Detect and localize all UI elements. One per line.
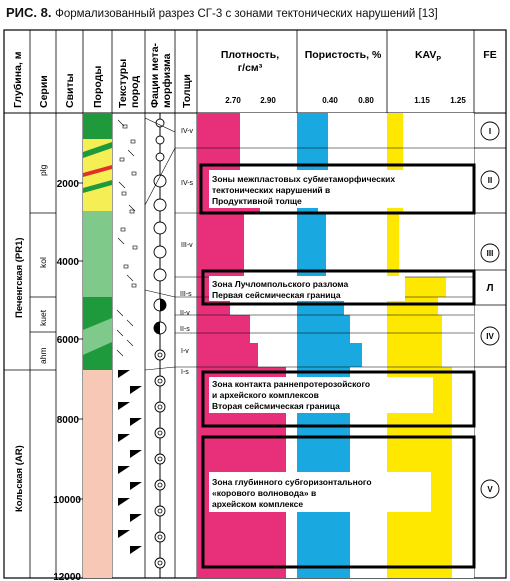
fe-label-III: III <box>487 249 494 258</box>
fe-circle-III <box>480 243 500 263</box>
zone-4-line-1: Зона глубинного субгоризонтального <box>212 477 372 487</box>
density-scale-2: 2.90 <box>260 96 276 105</box>
zone-2-line-1: Зона Лучломпольского разлома <box>212 279 348 289</box>
suite-kuet: kuet <box>38 309 48 326</box>
header-series: Серии <box>38 75 50 108</box>
stratum-IV-s: IV-s <box>181 180 194 187</box>
suite-kol: kol <box>38 257 48 268</box>
stratum-I-v: I-v <box>181 348 189 355</box>
header-facies-1: Фации мета- <box>149 42 161 108</box>
zone-3-line-1: Зона контакта раннепротерозойского <box>212 379 370 389</box>
header-kav: KAVP <box>415 49 441 63</box>
fe-circle-II <box>480 170 500 190</box>
header-strata: Толщи <box>181 74 193 108</box>
stratum-II-s: II-s <box>180 326 190 333</box>
figure-number: РИС. 8. <box>6 5 52 20</box>
rock-column <box>83 113 112 578</box>
porosity-scale-1: 0.40 <box>322 96 338 105</box>
header-density-2: г/см³ <box>238 62 263 74</box>
header-fe: FE <box>483 49 496 61</box>
stratum-III-v: III-v <box>181 242 193 249</box>
stratum-II-v: II-v <box>180 310 190 317</box>
depth-tick-2000: 2000 <box>57 179 80 190</box>
figure-title: РИС. 8. Формализованный разрез СГ-3 с зо… <box>6 5 506 23</box>
zone-1-line-3: Продуктивной толще <box>212 196 302 206</box>
zone-3-line-2: и архейского комплексов <box>212 390 319 400</box>
header-density-1: Плотность, <box>221 49 279 61</box>
zone-3-line-3: Вторая сейсмическая граница <box>212 401 340 411</box>
zone-1-line-1: Зоны межпластовых субметаморфических <box>212 174 395 184</box>
header-facies-2: морфизма <box>161 53 173 108</box>
depth-tick-8000: 8000 <box>57 415 80 426</box>
depth-tick-12000: 12000 <box>53 572 81 581</box>
fe-label-I: I <box>489 127 491 136</box>
zone-box-3 <box>201 370 476 428</box>
stratum-I-s: I-s <box>181 369 189 376</box>
zone-box-4 <box>201 435 476 569</box>
facies-column <box>153 113 167 578</box>
zone-4-line-2: «корового волновода» в <box>212 488 316 498</box>
texture-column <box>116 119 138 357</box>
depth-tick-10000: 10000 <box>53 495 81 506</box>
zone-box-2 <box>201 269 476 306</box>
depth-tick-4000: 4000 <box>57 257 80 268</box>
figure-caption: Формализованный разрез СГ-3 с зонами тек… <box>55 8 438 20</box>
fe-label-L: Л <box>486 283 493 294</box>
zone-box-1 <box>199 163 476 215</box>
density-scale-1: 2.70 <box>225 96 241 105</box>
header-depth: Глубина, м <box>12 51 24 108</box>
fe-label-IV: IV <box>486 332 494 341</box>
kav-scale-2: 1.25 <box>450 96 466 105</box>
zone-2-line-2: Первая сейсмическая граница <box>212 290 341 300</box>
zone-4-line-3: архейском комплексе <box>212 499 303 509</box>
stratum-IV-v: IV-v <box>181 128 194 135</box>
series-lower: Кольская (AR) <box>14 445 25 512</box>
fe-label-V: V <box>487 485 493 494</box>
header-textures-1: Текстуры <box>117 59 129 108</box>
fe-circle-V <box>480 479 500 499</box>
zone-1-line-2: тектонических нарушений в <box>212 185 330 195</box>
header-suites: Свиты <box>64 73 76 108</box>
suite-plg: plg <box>38 164 48 176</box>
suite-ahm: ahm <box>38 347 48 364</box>
stratum-III-s: III-s <box>180 291 192 298</box>
kav-scale-1: 1.15 <box>414 96 430 105</box>
depth-tick-6000: 6000 <box>57 335 80 346</box>
fe-circle-IV <box>480 326 500 346</box>
series-upper: Печенгская (PR1) <box>14 237 25 318</box>
header-rocks: Породы <box>92 66 104 108</box>
fe-label-II: II <box>488 176 492 185</box>
porosity-scale-2: 0.80 <box>358 96 374 105</box>
header-textures-2: пород <box>129 76 141 108</box>
header-porosity: Пористость, % <box>305 49 382 61</box>
fe-circle-I <box>480 121 500 141</box>
